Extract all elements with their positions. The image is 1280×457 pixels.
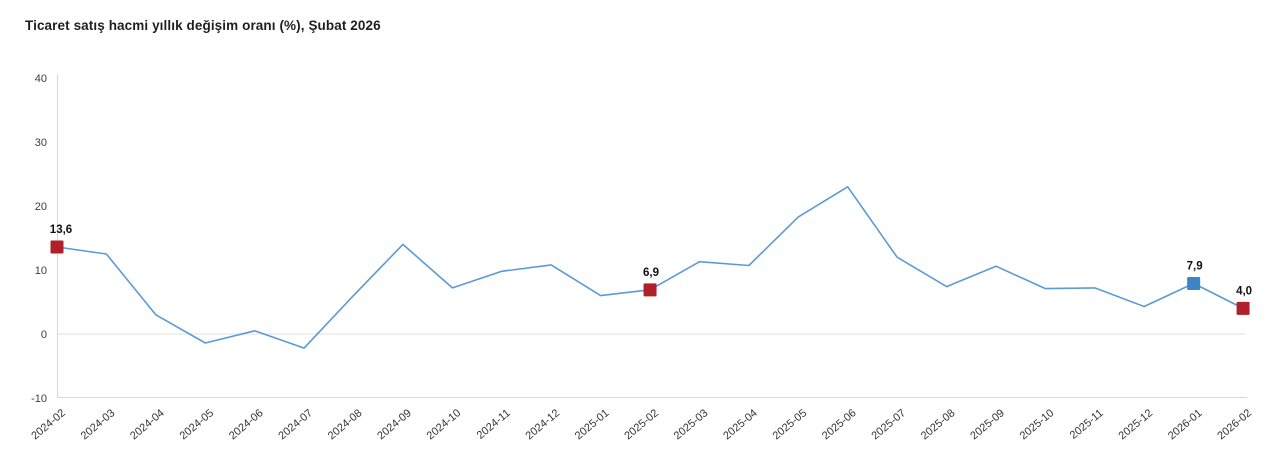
x-tick-label: 2025-04 <box>721 407 760 442</box>
highlight-marker-2026-01[interactable] <box>1187 276 1201 290</box>
x-tick-label: 2025-01 <box>573 407 612 442</box>
y-tick-label: -10 <box>31 393 47 405</box>
y-tick-label: 30 <box>35 137 47 149</box>
x-tick-label: 2025-10 <box>1018 407 1057 442</box>
y-tick-label: 20 <box>35 201 47 213</box>
x-tick-label: 2024-11 <box>475 407 513 442</box>
x-tick-label: 2025-03 <box>672 407 711 442</box>
x-tick-label: 2024-08 <box>326 407 365 442</box>
highlight-marker-2026-02[interactable] <box>1236 301 1250 315</box>
x-tick-label: 2024-03 <box>79 407 118 442</box>
y-tick-label: 40 <box>35 73 47 85</box>
x-tick-label: 2025-07 <box>869 407 908 442</box>
x-tick-label: 2024-05 <box>178 407 217 442</box>
x-tick-label: 2024-12 <box>523 407 562 442</box>
x-tick-label: 2025-12 <box>1117 407 1156 442</box>
x-tick-label: 2026-02 <box>1215 407 1254 442</box>
point-value-label: 7,9 <box>1187 260 1203 272</box>
y-tick-label: 0 <box>41 329 47 341</box>
x-tick-label: 2025-05 <box>771 407 810 442</box>
point-value-label: 13,6 <box>50 224 72 236</box>
chart-title: Ticaret satış hacmi yıllık değişim oranı… <box>25 18 381 33</box>
x-tick-label: 2024-06 <box>227 407 266 442</box>
x-tick-label: 2024-04 <box>128 407 167 442</box>
x-tick-label: 2025-09 <box>968 407 1007 442</box>
x-tick-label: 2024-10 <box>425 407 464 442</box>
point-value-label: 4,0 <box>1236 285 1252 297</box>
x-tick-label: 2025-11 <box>1068 407 1106 442</box>
x-tick-label: 2026-01 <box>1166 407 1205 442</box>
x-tick-label: 2024-02 <box>29 407 68 442</box>
highlight-marker-2025-02[interactable] <box>643 283 657 297</box>
y-tick-label: 10 <box>35 265 47 277</box>
x-tick-label: 2024-07 <box>276 407 315 442</box>
x-tick-label: 2025-06 <box>820 407 859 442</box>
x-tick-label: 2025-08 <box>919 407 958 442</box>
x-tick-label: 2025-02 <box>622 407 661 442</box>
point-value-label: 6,9 <box>643 267 659 279</box>
highlight-marker-2024-02[interactable] <box>50 240 64 254</box>
x-tick-label: 2024-09 <box>375 407 414 442</box>
